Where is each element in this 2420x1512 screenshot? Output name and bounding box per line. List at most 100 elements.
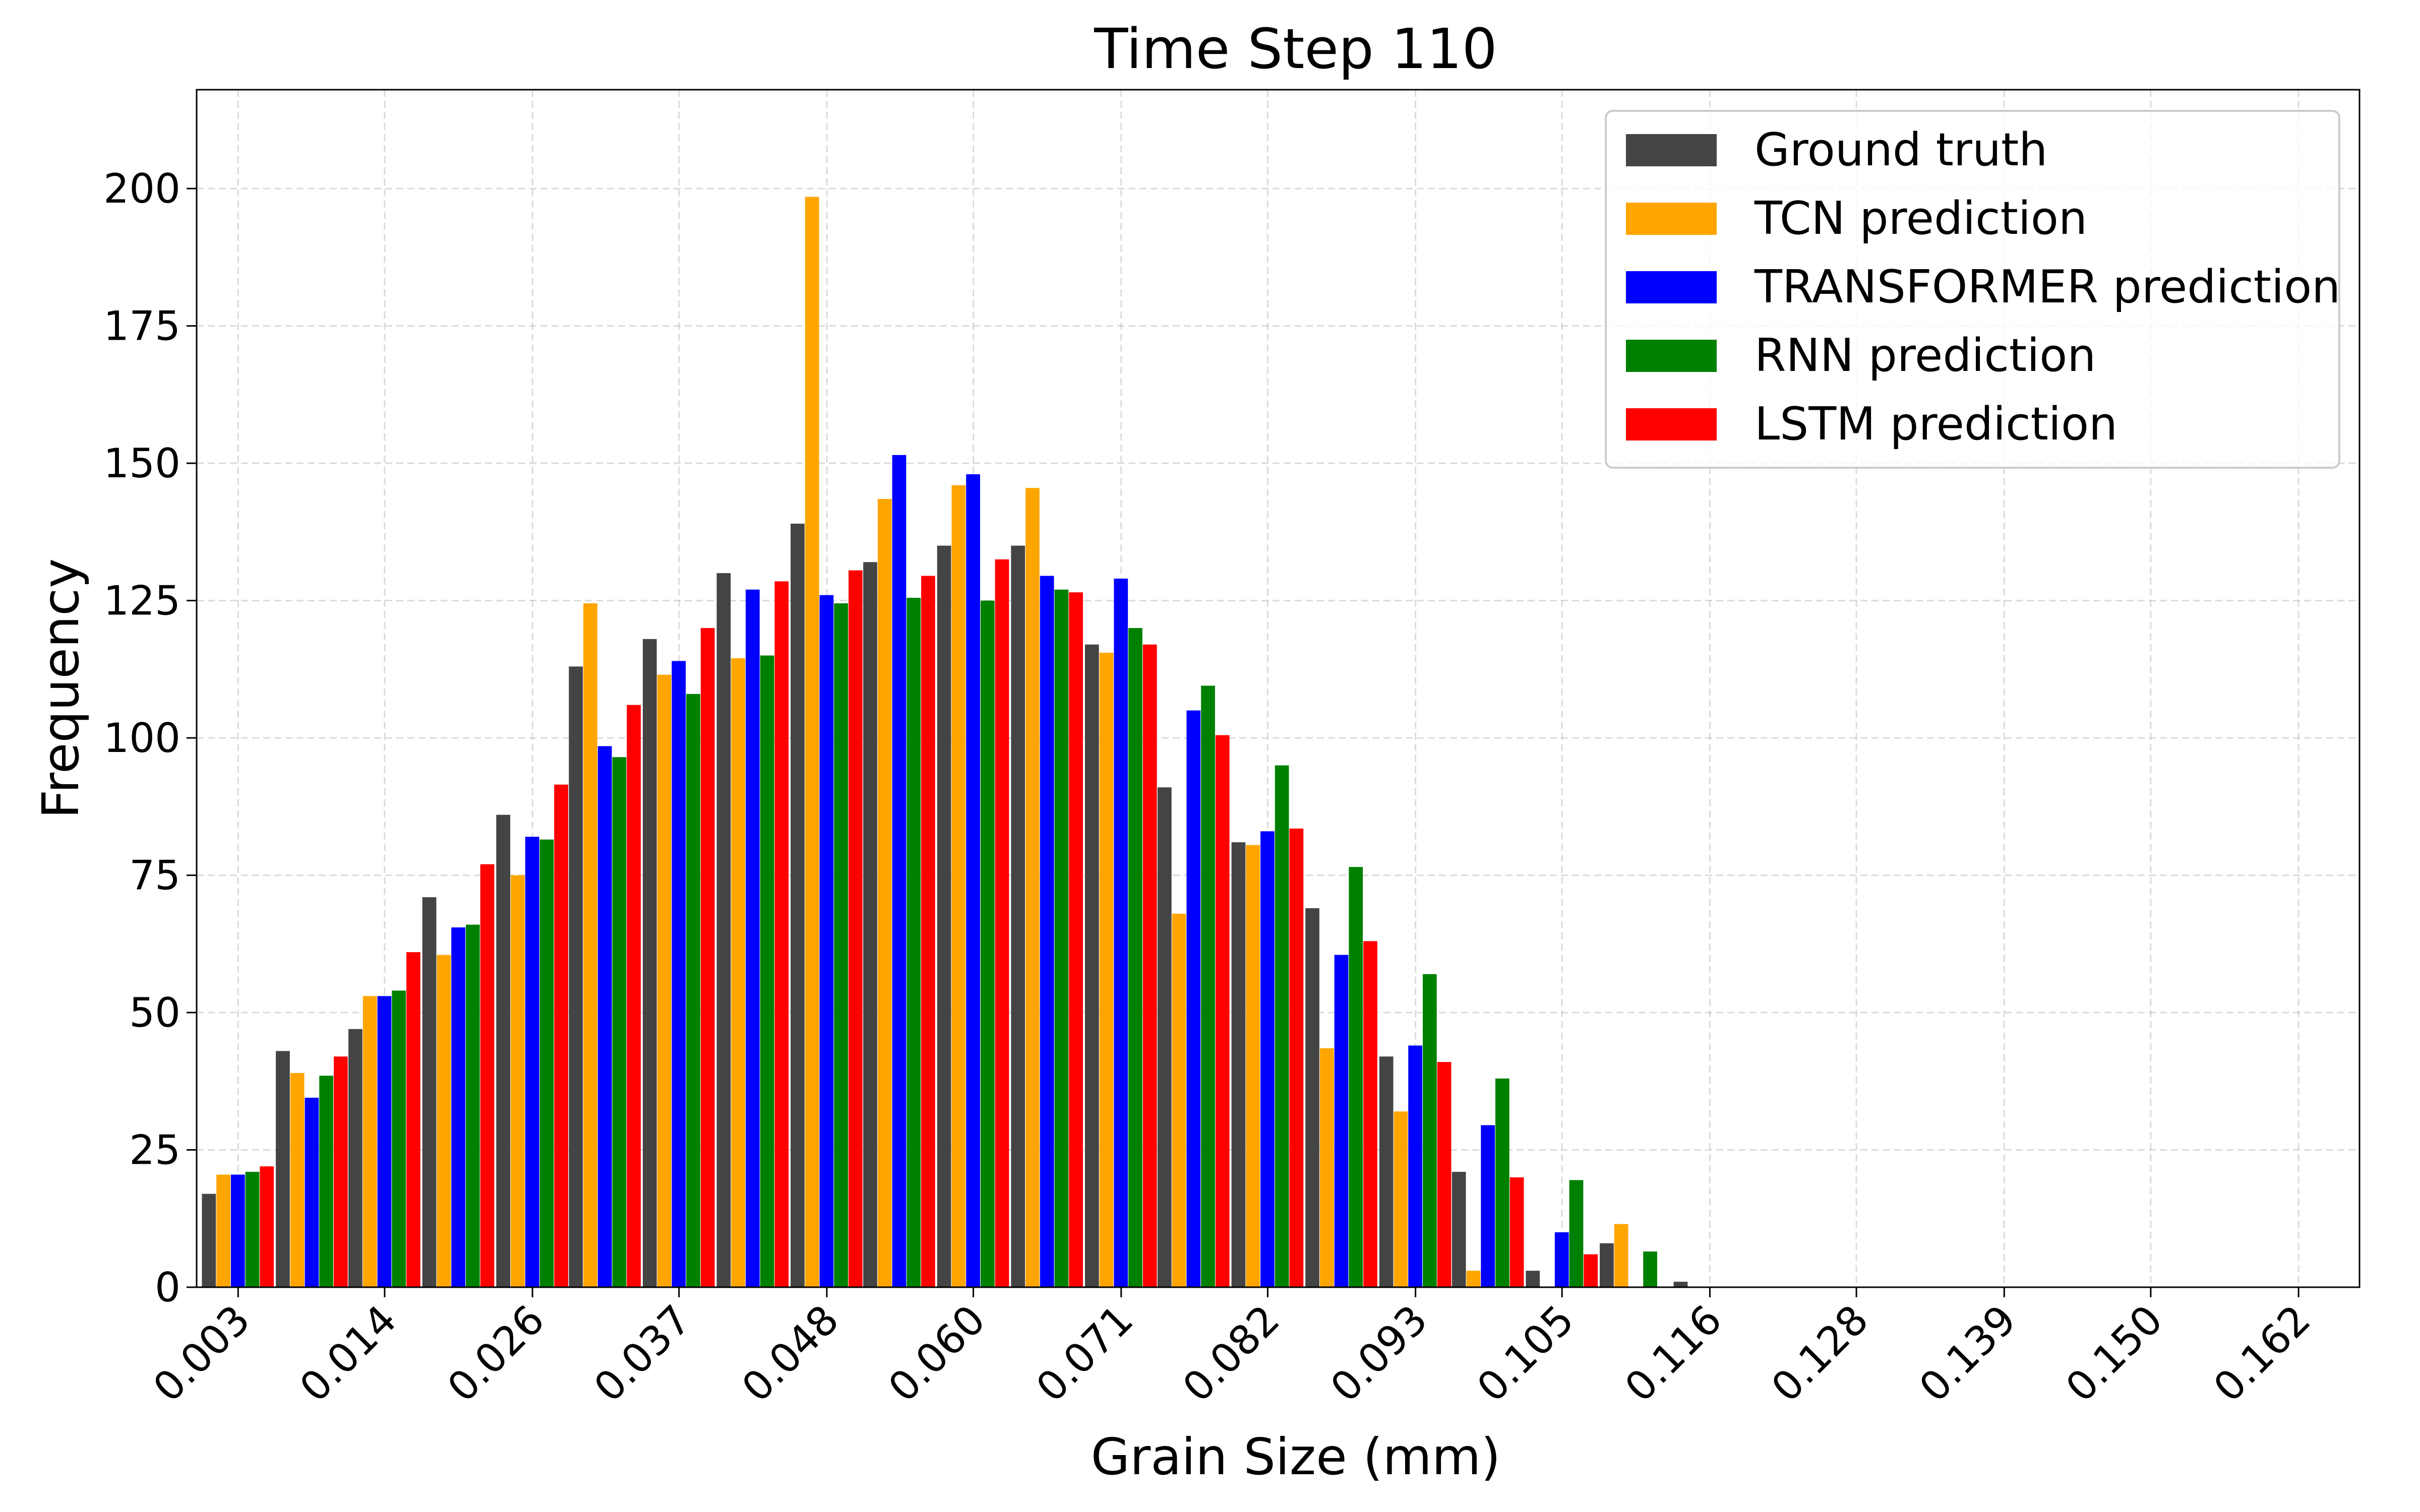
bar xyxy=(260,1166,274,1287)
bar xyxy=(437,955,451,1287)
bar xyxy=(480,864,495,1287)
bar xyxy=(672,661,686,1287)
bar xyxy=(230,1174,245,1287)
bar xyxy=(1215,735,1230,1287)
bar xyxy=(863,562,877,1287)
bar xyxy=(1084,644,1099,1287)
bar xyxy=(1157,787,1172,1287)
legend-label: RNN prediction xyxy=(1754,329,2096,382)
bar xyxy=(1554,1232,1569,1287)
bar xyxy=(496,814,511,1287)
bar xyxy=(1246,845,1260,1287)
bar xyxy=(554,784,568,1287)
x-axis-label: Grain Size (mm) xyxy=(1091,1427,1501,1486)
bar xyxy=(834,603,849,1287)
y-tick-label: 175 xyxy=(103,303,180,350)
bar xyxy=(1319,1048,1334,1287)
legend-label: Ground truth xyxy=(1754,123,2047,176)
bar xyxy=(877,498,892,1287)
bar xyxy=(583,603,597,1287)
bar xyxy=(216,1174,230,1287)
y-tick-label: 125 xyxy=(103,578,180,624)
bar xyxy=(319,1076,334,1287)
bar xyxy=(1260,831,1275,1287)
bar xyxy=(966,474,980,1287)
bar xyxy=(1025,488,1040,1287)
bar xyxy=(406,952,420,1287)
bar xyxy=(1231,842,1246,1287)
bar xyxy=(1584,1254,1598,1287)
bar xyxy=(760,655,774,1287)
bar xyxy=(700,628,715,1287)
y-tick-label: 50 xyxy=(129,989,180,1036)
bar xyxy=(1466,1271,1481,1287)
y-tick-label: 25 xyxy=(129,1127,180,1174)
legend-swatch xyxy=(1626,271,1717,303)
bar xyxy=(1509,1177,1524,1287)
bar xyxy=(1201,685,1215,1287)
bar xyxy=(1040,576,1054,1287)
bar xyxy=(1275,765,1289,1287)
bar xyxy=(1673,1282,1688,1287)
bar xyxy=(305,1097,319,1287)
bar xyxy=(1054,589,1069,1287)
bar xyxy=(1526,1271,1540,1287)
y-axis: 0 25 50 75 100 125 150 175 200 xyxy=(103,165,197,1311)
bar xyxy=(1569,1180,1584,1287)
legend-swatch xyxy=(1626,134,1717,166)
y-tick-label: 75 xyxy=(129,852,180,899)
bar xyxy=(1481,1125,1495,1287)
bar xyxy=(1186,710,1201,1287)
bar xyxy=(245,1172,260,1287)
bar xyxy=(1334,955,1349,1287)
bar xyxy=(525,837,539,1287)
bar xyxy=(686,694,700,1287)
bar xyxy=(1451,1172,1466,1287)
bar xyxy=(511,875,525,1287)
bar xyxy=(1289,828,1304,1287)
legend: Ground truth TCN prediction TRANSFORMER pr… xyxy=(1605,110,2340,469)
bar xyxy=(334,1056,348,1287)
bar xyxy=(539,839,554,1287)
bars-layer xyxy=(202,197,1688,1288)
bar xyxy=(1437,1062,1451,1287)
bar xyxy=(1614,1224,1628,1287)
bar xyxy=(906,598,921,1287)
bar xyxy=(627,705,641,1287)
bar xyxy=(980,600,995,1287)
bar xyxy=(569,666,583,1287)
bar xyxy=(642,639,657,1287)
bar xyxy=(202,1193,216,1287)
bar xyxy=(805,197,819,1287)
bar xyxy=(951,485,966,1288)
bar xyxy=(465,924,480,1287)
bar xyxy=(597,746,612,1287)
bar xyxy=(1349,867,1363,1287)
legend-label: TRANSFORMER prediction xyxy=(1754,261,2340,313)
bar xyxy=(276,1051,290,1287)
bar xyxy=(716,573,731,1287)
bar xyxy=(1305,908,1319,1287)
bar xyxy=(1495,1078,1509,1287)
chart-title: Time Step 110 xyxy=(1094,17,1497,81)
bar xyxy=(937,545,951,1287)
legend-entries: Ground truth TCN prediction TRANSFORMER pr… xyxy=(1626,123,2340,451)
bar xyxy=(451,927,465,1287)
bar xyxy=(791,524,805,1287)
bar xyxy=(921,576,935,1287)
bar xyxy=(348,1029,362,1287)
y-tick-label: 100 xyxy=(103,715,180,762)
bar xyxy=(849,570,863,1287)
legend-label: TCN prediction xyxy=(1754,192,2087,245)
bar xyxy=(1099,653,1114,1287)
bar xyxy=(731,658,745,1287)
bar xyxy=(657,674,672,1287)
bar xyxy=(377,996,392,1287)
y-tick-label: 150 xyxy=(103,440,180,487)
y-tick-label: 0 xyxy=(155,1264,180,1311)
bar xyxy=(1422,974,1437,1287)
bar xyxy=(1172,913,1186,1287)
bar xyxy=(1600,1243,1614,1287)
legend-swatch xyxy=(1626,203,1717,235)
